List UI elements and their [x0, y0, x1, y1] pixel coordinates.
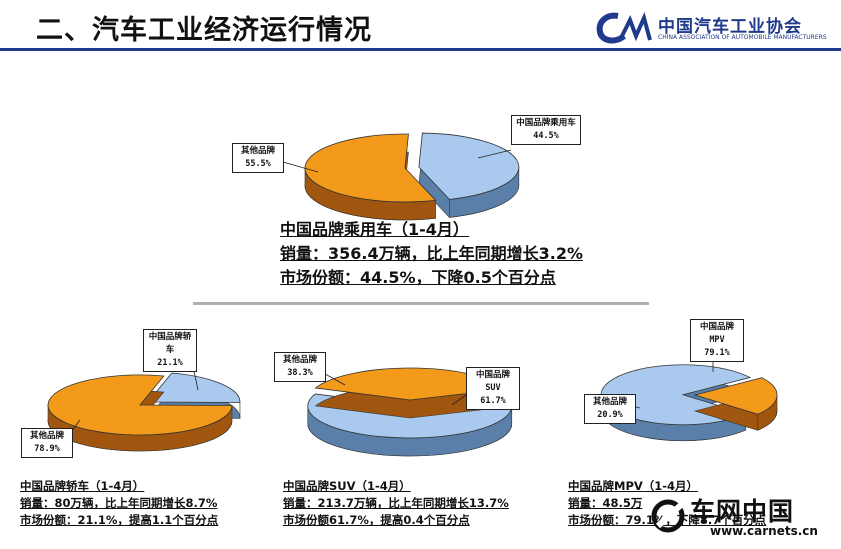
mpv-sales: 销量：48.5万: [568, 496, 643, 510]
caam-logo-icon: [596, 12, 652, 44]
suv-title: 中国品牌SUV（1-4月）: [283, 479, 411, 493]
watermark-name: 车网中国: [690, 497, 795, 526]
label-mpv-other: 其他品牌 20.9%: [584, 394, 636, 424]
pie-0-slice-1-top: [304, 133, 437, 203]
watermark-url: www.carnets.cn: [710, 524, 818, 538]
mpv-info: 中国品牌MPV（1-4月） 销量：48.5万 市场份额：79.1%，下降8.7个…: [568, 478, 766, 529]
pie-3-slice-1: [693, 377, 778, 431]
label-main-china-name: 中国品牌乘用车: [516, 118, 576, 128]
sedan-share: 市场份额：21.1%，提高1.1个百分点: [20, 513, 219, 527]
page-title: 二、汽车工业经济运行情况: [36, 15, 372, 46]
label-sedan-china-name: 中国品牌轿车: [148, 332, 192, 355]
pie-3-slice-1-top: [693, 377, 778, 415]
main-chart-sales: 销量：356.4万辆，比上年同期增长3.2%: [280, 244, 583, 263]
label-leader-line-0: [477, 149, 512, 159]
label-suv-china-value: 61.7%: [480, 396, 506, 406]
title-rule: [0, 48, 841, 51]
label-main-other-name: 其他品牌: [240, 146, 275, 156]
label-suv-other-name: 其他品牌: [282, 355, 317, 365]
sedan-title: 中国品牌轿车（1-4月）: [20, 479, 145, 493]
label-suv-china: 中国品牌SUV 61.7%: [466, 367, 520, 410]
main-chart-info: 中国品牌乘用车（1-4月） 销量：356.4万辆，比上年同期增长3.2% 市场份…: [280, 218, 583, 290]
label-main-china-value: 44.5%: [533, 131, 559, 141]
label-sedan-china: 中国品牌轿车 21.1%: [143, 329, 197, 372]
section-divider: [193, 302, 649, 305]
main-chart-title: 中国品牌乘用车（1-4月）: [280, 220, 469, 239]
label-sedan-other: 其他品牌 78.9%: [21, 428, 73, 458]
label-suv-other: 其他品牌 38.3%: [274, 352, 326, 382]
label-sedan-china-value: 21.1%: [157, 358, 183, 368]
label-sedan-other-value: 78.9%: [34, 444, 60, 454]
main-chart-share: 市场份额：44.5%，下降0.5个百分点: [280, 268, 556, 287]
pie-1-slice-1: [47, 374, 233, 452]
pie-1-slice-0-top: [147, 372, 241, 403]
label-mpv-other-value: 20.9%: [597, 410, 623, 420]
logo-name-cn: 中国汽车工业协会: [658, 17, 802, 37]
label-main-china: 中国品牌乘用车 44.5%: [511, 115, 581, 145]
pie-2-slice-1: [314, 367, 507, 419]
logo-name-en: CHINA ASSOCIATION OF AUTOMOBILE MANUFACT…: [658, 34, 827, 41]
suv-share: 市场份额61.7%，提高0.4个百分点: [283, 513, 470, 527]
label-suv-china-name: 中国品牌SUV: [475, 370, 510, 393]
label-mpv-china-name: 中国品牌MPV: [699, 322, 734, 345]
label-leader-line-4: [451, 394, 467, 406]
label-suv-other-value: 38.3%: [287, 368, 313, 378]
suv-info: 中国品牌SUV（1-4月） 销量：213.7万辆，比上年同期增长13.7% 市场…: [283, 478, 509, 529]
carnets-watermark: 车网中国 www.carnets.cn: [648, 490, 838, 546]
mpv-title: 中国品牌MPV（1-4月）: [568, 479, 699, 493]
pie-0-slice-0-top: [418, 132, 520, 200]
label-mpv-other-name: 其他品牌: [592, 397, 627, 407]
pie-0-slice-1: [304, 133, 437, 221]
label-main-other-value: 55.5%: [245, 159, 271, 169]
pie-1-slice-1-top: [47, 374, 233, 436]
suv-sales: 销量：213.7万辆，比上年同期增长13.7%: [283, 496, 509, 510]
sedan-info: 中国品牌轿车（1-4月） 销量：80万辆，比上年同期增长8.7% 市场份额：21…: [20, 478, 218, 529]
label-mpv-china: 中国品牌MPV 79.1%: [690, 319, 744, 362]
watermark-logo-icon: [651, 499, 685, 533]
label-sedan-other-name: 其他品牌: [29, 431, 64, 441]
pie-0-slice-0: [418, 132, 520, 218]
sedan-sales: 销量：80万辆，比上年同期增长8.7%: [20, 496, 218, 510]
label-mpv-china-value: 79.1%: [704, 348, 730, 358]
caam-logo: 中国汽车工业协会 CHINA ASSOCIATION OF AUTOMOBILE…: [596, 10, 836, 48]
label-main-other: 其他品牌 55.5%: [232, 143, 284, 173]
